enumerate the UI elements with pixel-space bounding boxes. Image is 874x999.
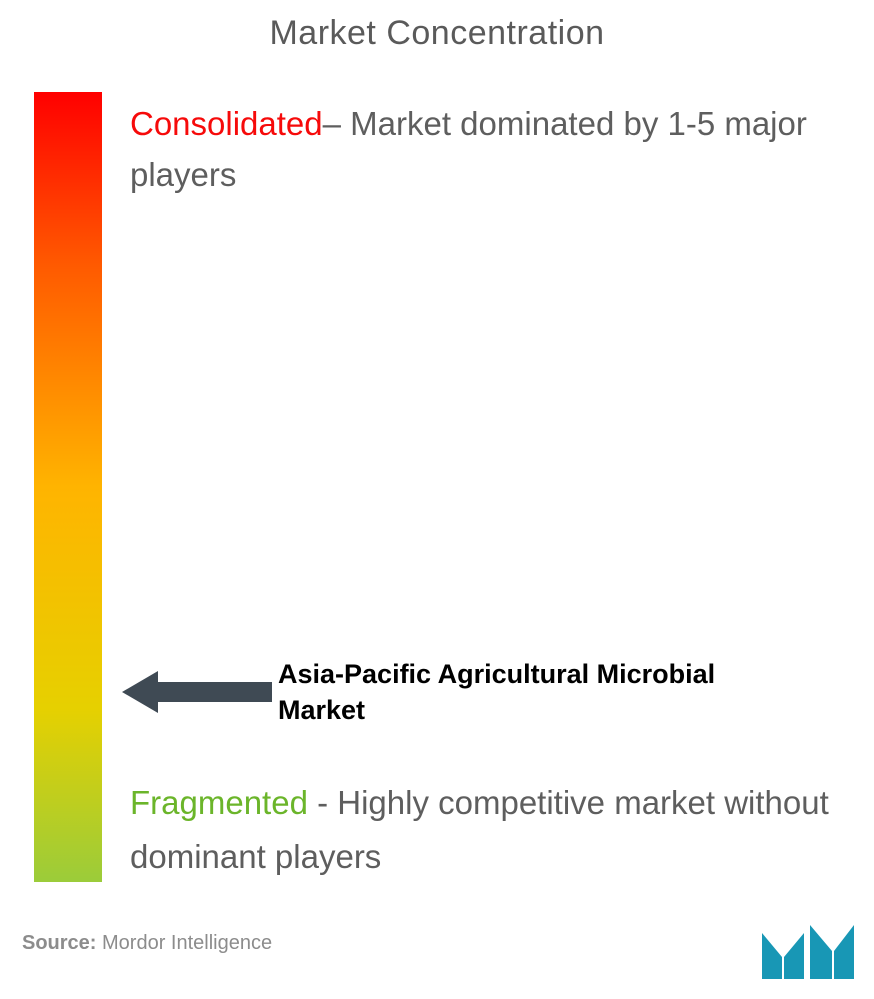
market-name-label: Asia-Pacific Agricultural Microbial Mark… [278,656,798,729]
concentration-gradient-bar [34,92,102,882]
source-value: Mordor Intelligence [96,932,272,954]
brand-logo [760,921,856,983]
market-position-marker: Asia-Pacific Agricultural Microbial Mark… [122,656,842,729]
consolidated-description: Consolidated– Market dominated by 1-5 ma… [130,98,830,200]
consolidated-label: Consolidated [130,105,323,142]
source-label: Source: [22,932,96,954]
source-attribution: Source: Mordor Intelligence [22,932,272,955]
arrow-left-icon [122,669,272,715]
chart-title: Market Concentration [0,14,874,53]
fragmented-label: Fragmented [130,784,308,821]
fragmented-description: Fragmented - Highly competitive market w… [130,776,830,885]
